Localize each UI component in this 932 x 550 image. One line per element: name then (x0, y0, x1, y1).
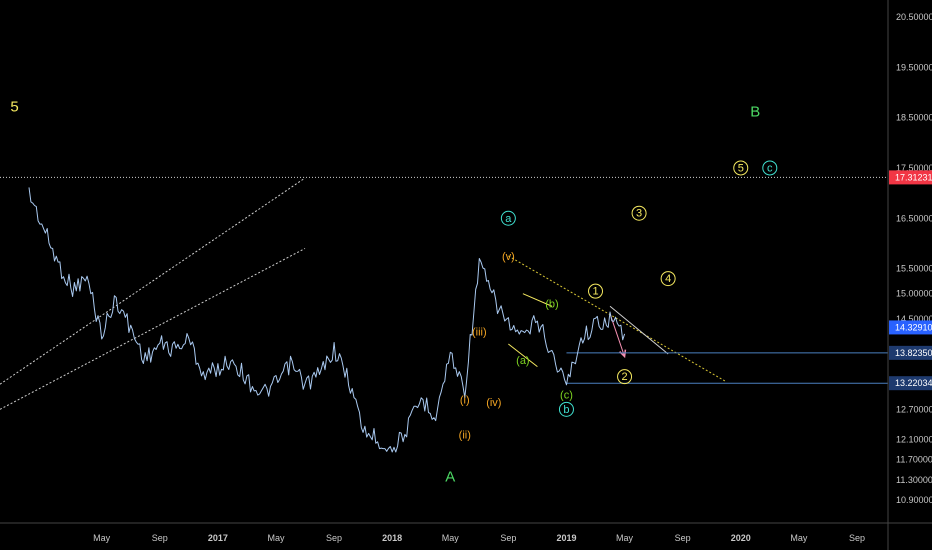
price-badge-label: 13.82350 (895, 348, 932, 358)
wave-label: 1 (592, 286, 598, 298)
price-tick-label: 15.00000 (896, 289, 932, 299)
wave-label-circle (500, 210, 516, 226)
price-series (28, 187, 626, 453)
trend-line (508, 343, 538, 368)
trend-line (609, 305, 669, 355)
wave-label: (iv) (486, 397, 501, 409)
price-tick-label: 12.10000 (896, 435, 932, 445)
price-badge (889, 170, 932, 185)
time-tick-label: May (790, 533, 808, 543)
wave-label: b (563, 404, 569, 416)
wave-label: (a) (516, 355, 529, 367)
wave-label-circle (762, 160, 778, 176)
wave-label: c (767, 162, 773, 174)
price-tick-label: 19.50000 (896, 62, 932, 72)
time-tick-label: May (93, 533, 111, 543)
wave-label-circle (617, 369, 633, 385)
time-tick-label: Sep (849, 533, 865, 543)
wave-label: (iii) (472, 326, 487, 338)
price-badge-label: 14.32910 (895, 322, 932, 332)
price-tick-label: 11.30000 (896, 475, 932, 485)
price-badge (889, 376, 932, 391)
price-badges: 17.31231 14.32910 13.82350 13.22034 (889, 170, 932, 391)
wave-label: 3 (636, 208, 642, 220)
trend-line (0, 177, 306, 385)
wave-label: 5 (738, 162, 744, 174)
time-tick-label: 2018 (382, 533, 402, 543)
horizontal-levels (0, 176, 888, 384)
price-badge-label: 13.22034 (895, 378, 932, 388)
trend-line (522, 293, 553, 307)
time-tick-label: Sep (675, 533, 691, 543)
wave-labels: 5 B 5 c 3 4 a (v) 1 (b) (iii) (a) 2 (c) (i) (iv) b (ii) A (10, 99, 778, 485)
wave-label-circle (588, 283, 604, 299)
time-axis[interactable]: May Sep 2017 May Sep 2018 May Sep 2019 May Sep 2020… (93, 533, 865, 543)
price-tick-label: 14.50000 (896, 314, 932, 324)
time-tick-label: May (442, 533, 460, 543)
price-tick-label: 18.50000 (896, 113, 932, 123)
wave-label: 2 (621, 371, 627, 383)
wave-label: 5 (10, 99, 18, 116)
wave-label-circle (558, 401, 574, 417)
wave-label: a (505, 213, 512, 225)
price-tick-label: 10.90000 (896, 495, 932, 505)
wave-label-circle (733, 160, 749, 176)
price-tick-label: 12.70000 (896, 404, 932, 414)
trend-line (0, 247, 306, 410)
wave-label: (v) (502, 251, 515, 263)
price-badge (889, 345, 932, 360)
price-badge-label: 17.31231 (895, 172, 932, 182)
time-tick-label: 2017 (208, 533, 228, 543)
time-tick-label: 2020 (731, 533, 751, 543)
price-tick-label: 17.50000 (896, 163, 932, 173)
time-tick-label: May (616, 533, 634, 543)
price-tick-label: 11.70000 (896, 455, 932, 465)
wave-label: 4 (665, 273, 671, 285)
wave-label: A (445, 468, 455, 485)
wave-label: (c) (560, 389, 573, 401)
price-tick-label: 20.50000 (896, 12, 932, 22)
time-tick-label: Sep (152, 533, 168, 543)
wave-label: (b) (545, 299, 558, 311)
time-tick-label: May (267, 533, 285, 543)
price-line (28, 187, 626, 453)
trend-line (508, 255, 727, 383)
wave-label-circle (660, 271, 676, 287)
time-tick-label: Sep (500, 533, 516, 543)
time-tick-label: 2019 (556, 533, 576, 543)
price-badge (889, 320, 932, 335)
wave-label-circle (631, 205, 647, 221)
wave-label: (ii) (459, 430, 471, 442)
time-tick-label: Sep (326, 533, 342, 543)
price-tick-label: 15.50000 (896, 264, 932, 274)
wave-label: B (750, 104, 760, 121)
price-tick-label: 16.50000 (896, 213, 932, 223)
wave-label: (i) (460, 394, 470, 406)
